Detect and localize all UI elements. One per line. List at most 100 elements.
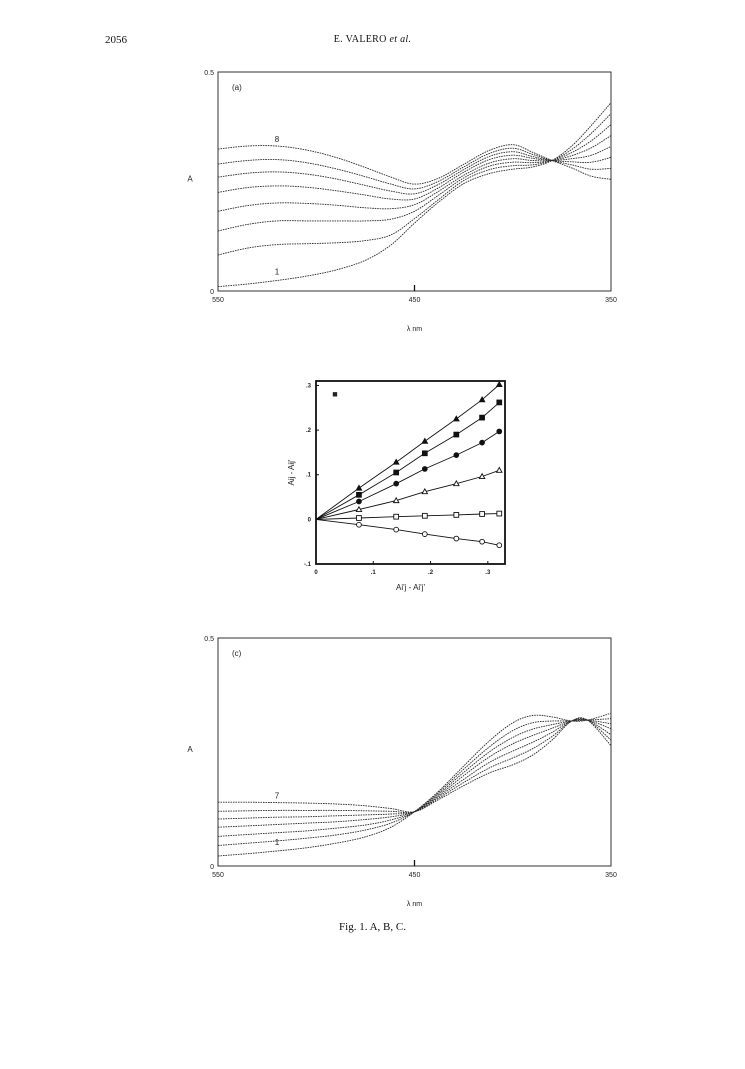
y-tick-label: 0.5 <box>204 70 214 77</box>
data-point <box>479 538 485 545</box>
data-point <box>452 415 460 422</box>
data-point <box>421 466 428 472</box>
curve-label-bottom: 1 <box>275 838 280 847</box>
panel-label: (a) <box>232 83 242 92</box>
data-point <box>478 472 486 479</box>
data-point <box>356 515 362 521</box>
data-point <box>421 437 429 444</box>
data-point <box>478 396 486 403</box>
x-tick-label: 0 <box>314 570 318 576</box>
panel-label: (c) <box>232 649 242 658</box>
x-tick-label: 350 <box>605 872 617 879</box>
x-tick-label: 350 <box>605 297 617 304</box>
spectrum-curve-2 <box>217 718 612 846</box>
y-tick-label: 0.5 <box>204 636 214 643</box>
spectrum-curve-5 <box>217 718 612 820</box>
x-tick-label: .3 <box>485 570 491 576</box>
spectrum-curve-4 <box>217 718 612 828</box>
linearity-chart: 0.1.2.3-.10.1.2.3Ai'j - Ai'j'Aij - Aij'■ <box>287 380 506 592</box>
spectrum-curve-7 <box>217 717 612 813</box>
x-tick-label: 550 <box>212 872 224 879</box>
data-point <box>421 450 428 457</box>
x-tick-label: .2 <box>428 570 434 576</box>
data-point <box>356 491 362 498</box>
data-point <box>393 513 400 520</box>
data-point <box>392 496 400 504</box>
spectrum-curve-6 <box>217 151 612 195</box>
data-point <box>355 505 363 512</box>
y-axis-label: A <box>187 175 193 184</box>
spectrum-curve-4 <box>217 135 612 212</box>
data-point <box>393 526 400 533</box>
x-tick-label: 550 <box>212 297 224 304</box>
x-axis-label: λ nm <box>407 901 422 908</box>
y-tick-label: .1 <box>306 473 312 479</box>
data-point <box>453 431 460 438</box>
y-tick-label: 0 <box>210 289 214 296</box>
plot-frame <box>315 380 506 565</box>
y-axis-label: A <box>187 745 193 754</box>
data-point <box>356 498 362 505</box>
spectrum-chart-a: 0 0.5 550 450 350 λ nm A (a) 8 1 <box>187 70 617 333</box>
data-point <box>355 484 363 491</box>
fit-line-6 <box>315 518 500 546</box>
fit-line-1 <box>315 384 500 520</box>
data-point <box>393 480 400 487</box>
x-axis-label: λ nm <box>407 326 422 333</box>
x-tick-label: 450 <box>409 297 421 304</box>
data-point <box>496 399 503 406</box>
fit-line-5 <box>315 513 500 520</box>
data-point <box>393 469 400 476</box>
data-point <box>496 428 503 435</box>
data-point <box>479 439 485 446</box>
data-point <box>453 512 460 518</box>
data-point <box>495 380 503 388</box>
fit-line-3 <box>315 431 500 520</box>
x-tick-label: 450 <box>409 872 421 879</box>
plot-frame <box>217 637 612 867</box>
y-tick-label: -.1 <box>304 562 312 568</box>
spectrum-curve-7 <box>217 147 612 190</box>
spectrum-chart-c: 0 0.5 550 450 350 λ nm A (c) 7 1 <box>187 636 617 908</box>
data-point <box>392 458 400 465</box>
spectrum-curve-8 <box>217 144 612 185</box>
data-point <box>356 521 362 528</box>
data-point <box>496 510 503 517</box>
data-point <box>496 542 503 549</box>
data-point <box>495 466 503 473</box>
fit-line-2 <box>315 402 500 520</box>
spectrum-curve-3 <box>217 124 612 232</box>
y-tick-label: 0 <box>210 864 214 871</box>
running-head-author: E. VALERO <box>333 34 387 45</box>
y-tick-label: 0 <box>308 517 312 523</box>
spectrum-curve-3 <box>217 719 612 837</box>
y-axis-label: Aij - Aij' <box>287 459 296 485</box>
data-point <box>421 487 429 495</box>
curve-label-top: 7 <box>275 792 280 801</box>
data-point <box>421 512 428 519</box>
data-point <box>453 535 460 542</box>
running-head: E. VALERO et al. <box>0 34 745 45</box>
spectrum-curve-5 <box>217 146 612 201</box>
data-point <box>452 479 460 487</box>
spectrum-curve-6 <box>217 717 612 814</box>
plot-frame <box>217 71 612 292</box>
data-point <box>421 531 428 537</box>
spectrum-curve-1 <box>217 102 612 288</box>
curve-label-top: 8 <box>275 135 280 144</box>
y-tick-label: .2 <box>306 428 312 434</box>
spectrum-curve-2 <box>217 113 612 256</box>
curve-label-bottom: 1 <box>275 267 280 276</box>
spectrum-curve-1 <box>217 712 612 857</box>
x-tick-label: .1 <box>371 570 377 576</box>
page-number: 2056 <box>105 34 127 46</box>
running-head-et-al: et al. <box>389 34 412 45</box>
figure-caption: Fig. 1. A, B, C. <box>339 921 406 933</box>
data-point <box>453 452 460 458</box>
x-axis-label: Ai'j - Ai'j' <box>396 583 426 592</box>
panel-label: ■ <box>332 389 337 399</box>
data-point <box>479 414 485 421</box>
y-tick-label: .3 <box>306 383 312 389</box>
data-point <box>479 511 485 517</box>
